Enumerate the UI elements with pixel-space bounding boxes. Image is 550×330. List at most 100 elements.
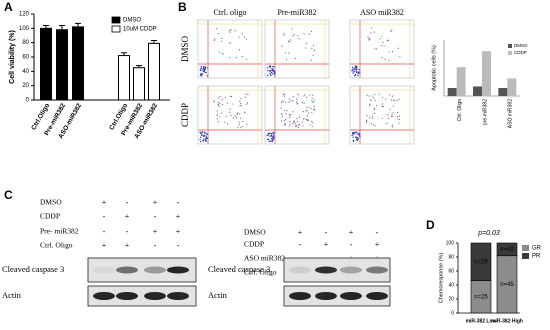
flow-dot (306, 114, 308, 117)
flow-dot (234, 30, 236, 32)
flow-plot (349, 85, 415, 145)
flow-dot (378, 93, 380, 95)
flow-dot (221, 103, 224, 106)
y-tick-label: 40 (448, 282, 454, 288)
flow-dot (240, 117, 242, 119)
condition-sign: + (176, 227, 181, 236)
condition-label: Pre- miR382 (40, 227, 79, 236)
flow-dot (368, 39, 370, 41)
flow-dot (288, 101, 290, 103)
flow-dot (358, 71, 361, 73)
flow-dot (386, 40, 389, 42)
flow-dot (200, 132, 202, 135)
flow-dot (225, 115, 227, 117)
y-tick-label: 60 (22, 55, 29, 61)
flow-dot (283, 34, 285, 36)
flow-dot (356, 133, 358, 135)
flow-dot (266, 67, 269, 69)
blot-band (116, 266, 138, 274)
flow-dot (273, 66, 275, 68)
band-label: Actin (2, 290, 22, 300)
flow-dot (245, 103, 247, 105)
flow-dot (239, 105, 241, 107)
flow-dot (288, 125, 290, 127)
flow-dot (367, 36, 369, 38)
flow-dot (311, 100, 313, 102)
flow-dot (224, 121, 226, 123)
flow-dot (283, 123, 286, 125)
flow-dot (308, 33, 310, 35)
flow-dot (297, 124, 300, 126)
legend-label: PR (532, 254, 541, 260)
x-tick-label: Ctrl. Oligo (457, 99, 463, 121)
flow-dot (373, 31, 375, 33)
panel-label: C (4, 188, 13, 202)
band-label: Actin (208, 290, 228, 300)
flow-dot (237, 126, 239, 128)
flow-dot (219, 102, 221, 104)
flow-dot (269, 74, 272, 76)
flow-dot (244, 96, 246, 98)
flow-dot (240, 104, 242, 107)
flow-dot (353, 70, 355, 72)
legend-label: GR (532, 246, 542, 252)
flow-dot (296, 102, 299, 105)
flow-dot (205, 137, 207, 140)
flow-dot (381, 117, 383, 120)
flow-dot (238, 124, 241, 126)
flow-dot (283, 93, 286, 96)
flow-dot (204, 134, 206, 137)
blot-band (144, 292, 166, 300)
flow-dot (311, 97, 313, 99)
flow-dot (374, 125, 377, 127)
flow-dot (242, 120, 244, 123)
flow-dot (267, 134, 269, 136)
flow-dot (221, 37, 223, 39)
flow-dot (351, 70, 353, 72)
flow-dot (292, 35, 294, 37)
flow-dot (375, 105, 378, 107)
blot-band (289, 266, 311, 274)
flow-dot (305, 47, 307, 49)
x-tick-label: miR-382 High (491, 318, 523, 324)
bar (133, 67, 145, 101)
flow-dot (306, 119, 308, 122)
flow-dot (204, 66, 207, 69)
flow-dot (246, 123, 248, 125)
blot-band (167, 292, 189, 300)
flow-dot (200, 73, 202, 75)
flow-dot (313, 105, 315, 108)
flow-dot (356, 131, 358, 134)
flow-dot (352, 140, 355, 143)
segment-label: n=29 (474, 259, 488, 265)
flow-dot (369, 105, 371, 107)
flow-dot (312, 94, 314, 96)
flow-dot (290, 100, 292, 102)
flow-dot (199, 140, 202, 143)
condition-sign: + (102, 198, 107, 207)
panel-label: D (426, 218, 435, 232)
flow-dot (230, 42, 232, 44)
condition-sign: - (350, 240, 353, 249)
flow-dot (206, 74, 209, 77)
legend-swatch (508, 44, 512, 48)
flow-dot (217, 102, 219, 104)
flow-dot (236, 113, 238, 115)
flow-dot (218, 32, 220, 35)
flow-dot (396, 111, 399, 114)
flow-dot (309, 94, 311, 96)
flow-dot (294, 57, 296, 60)
flow-dot (240, 97, 242, 100)
flow-dot (269, 69, 271, 72)
flow-dot (298, 38, 300, 40)
flow-dot (297, 93, 299, 95)
flow-dot (285, 113, 287, 115)
flow-dot (306, 107, 308, 109)
flow-dot (352, 136, 354, 138)
flow-dot (355, 71, 358, 74)
flow-dot (282, 100, 285, 103)
flow-plot (264, 85, 330, 145)
flow-dot (218, 105, 220, 107)
flow-dot (216, 113, 218, 115)
flow-dot (220, 40, 222, 42)
